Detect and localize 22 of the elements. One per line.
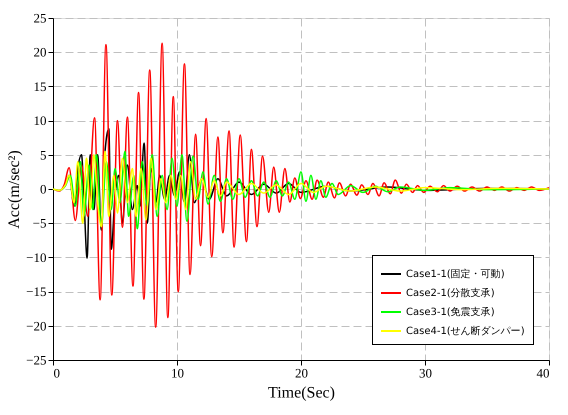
y-tick-label: 5 bbox=[40, 147, 46, 162]
x-tick-label: 20 bbox=[295, 366, 308, 380]
x-tick-label: 30 bbox=[419, 366, 432, 380]
y-tick-label: −20 bbox=[26, 318, 46, 334]
y-tick-label: 15 bbox=[34, 78, 46, 94]
x-tick-label: 10 bbox=[171, 366, 184, 380]
y-tick-label: −10 bbox=[26, 250, 46, 265]
y-axis-title: Acc(m/sec²) bbox=[6, 150, 24, 229]
y-tick-label: 20 bbox=[34, 44, 46, 60]
legend-label: Case1-1(固定・可動) bbox=[406, 268, 505, 280]
y-tick-label: 10 bbox=[34, 113, 46, 128]
legend-label: Case3-1(免震支承) bbox=[406, 306, 495, 318]
x-axis-title: Time(Sec) bbox=[268, 384, 335, 402]
x-tick-label: 40 bbox=[536, 366, 550, 380]
y-tick-label: 0 bbox=[40, 182, 46, 196]
legend-label: Case4-1(せん断ダンパー) bbox=[406, 325, 525, 337]
y-tick-label: −15 bbox=[26, 284, 46, 300]
y-tick-label: 25 bbox=[34, 10, 46, 26]
x-tick-label: 0 bbox=[54, 366, 60, 380]
y-tick-label: −5 bbox=[32, 216, 46, 231]
y-tick-label: −25 bbox=[26, 352, 46, 368]
legend-label: Case2-1(分散支承) bbox=[406, 287, 495, 299]
